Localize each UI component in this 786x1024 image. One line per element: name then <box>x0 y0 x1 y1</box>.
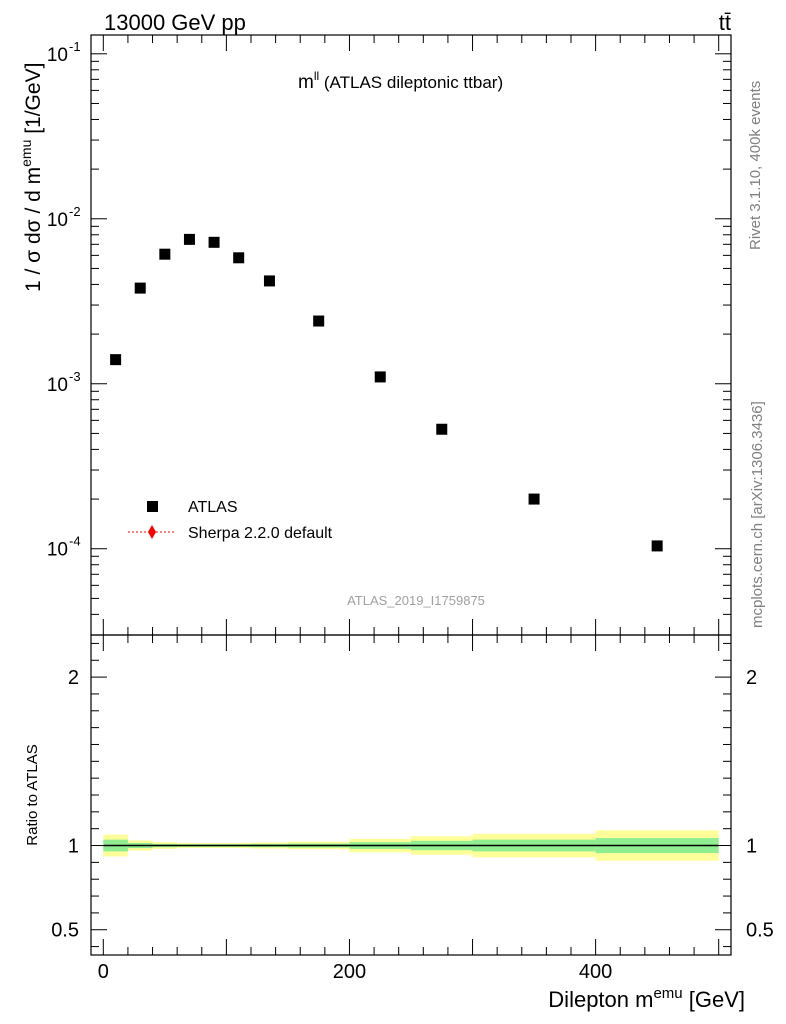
main-y-tick-label: 10 <box>47 375 68 396</box>
ratio-y-tick-label: 2 <box>68 667 79 689</box>
plot-title-sup: ll <box>314 69 319 83</box>
legend: ATLAS Sherpa 2.2.0 default <box>128 499 333 542</box>
x-axis-title-sup: emu <box>653 985 682 1002</box>
main-y-tick-label: 10 <box>47 210 68 231</box>
main-y-tick-label: 10 <box>47 45 68 66</box>
atlas-data-point <box>233 252 245 264</box>
plot-title: mll (ATLAS dileptonic ttbar) <box>298 69 503 93</box>
main-y-axis-title-prefix: 1 / σ dσ / d m <box>22 167 45 292</box>
atlas-data-point <box>183 233 195 245</box>
main-y-axis-title-sup: emu <box>18 140 34 167</box>
x-axis-title-prefix: Dilepton m <box>548 987 653 1012</box>
x-axis-title: Dilepton memu [GeV] <box>548 985 745 1012</box>
energy-label: 13000 GeV pp <box>104 10 246 35</box>
main-y-tick-exponent: -1 <box>69 39 81 54</box>
x-tick-label: 0 <box>98 961 109 983</box>
source-label: mcplots.cern.ch [arXiv:1306.3436] <box>749 401 766 628</box>
main-y-tick-label: 10 <box>47 540 68 561</box>
ratio-axes: 0.5 0.5 1 1 2 2 0 200 400 <box>51 635 774 983</box>
main-data-marks <box>110 233 663 552</box>
x-tick-label: 200 <box>333 961 366 983</box>
legend-sherpa-label: Sherpa 2.2.0 default <box>188 525 333 542</box>
legend-atlas-label: ATLAS <box>188 499 238 516</box>
ratio-y-tick-label: 1 <box>68 836 79 858</box>
x-axis-title-suffix: [GeV] <box>683 987 745 1012</box>
main-y-axis-title-suffix: [1/GeV] <box>22 63 45 140</box>
main-y-tick-exponent: -4 <box>69 534 81 549</box>
main-y-tick-exponent: -2 <box>69 204 81 219</box>
atlas-data-point <box>313 315 325 327</box>
legend-sherpa-marker <box>148 525 156 539</box>
main-axes: 10-410-310-210-1 <box>47 35 731 636</box>
legend-atlas-marker <box>147 501 158 512</box>
rivet-version-label: Rivet 3.1.10, 400k events <box>747 81 764 250</box>
atlas-data-point <box>263 275 275 287</box>
ratio-y-axis-title: Ratio to ATLAS <box>24 744 41 845</box>
plot-title-rest: (ATLAS dileptonic ttbar) <box>319 73 503 92</box>
main-y-axis-title: 1 / σ dσ / d memu [1/GeV] <box>18 63 45 292</box>
atlas-data-point <box>436 423 448 435</box>
ratio-y-tick-label-right: 1 <box>746 836 757 858</box>
atlas-data-point <box>374 371 386 383</box>
atlas-data-point <box>651 540 663 552</box>
main-plot-frame <box>90 34 732 636</box>
x-tick-label: 400 <box>579 961 612 983</box>
ratio-y-tick-label: 0.5 <box>51 920 79 942</box>
ratio-y-tick-label-right: 2 <box>746 667 757 689</box>
atlas-data-point <box>110 354 122 366</box>
atlas-data-point <box>159 248 171 260</box>
analysis-watermark: ATLAS_2019_I1759875 <box>347 593 485 608</box>
atlas-data-point <box>528 493 540 505</box>
ratio-plot-frame <box>90 634 732 956</box>
main-y-tick-exponent: -3 <box>69 369 81 384</box>
ratio-bands <box>103 830 719 861</box>
atlas-data-point <box>208 236 220 248</box>
atlas-data-point <box>134 282 146 294</box>
process-label: tt̄ <box>719 10 731 35</box>
ratio-y-tick-label-right: 0.5 <box>746 920 774 942</box>
plot-title-main: m <box>298 72 314 93</box>
